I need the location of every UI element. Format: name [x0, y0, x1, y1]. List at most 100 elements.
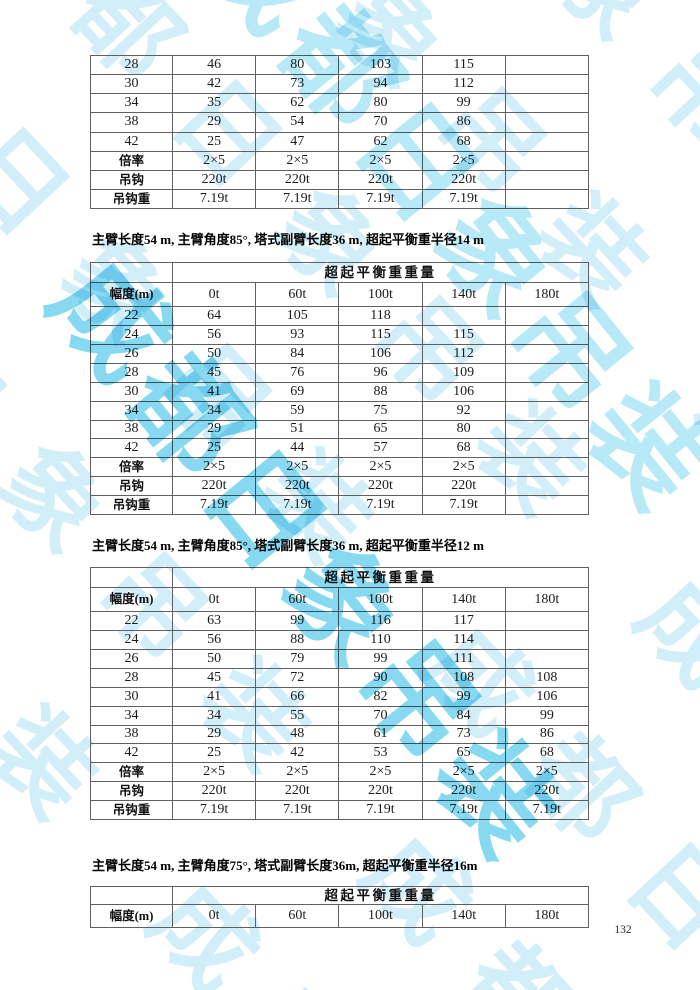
table-cell: 48: [255, 724, 340, 745]
table-cell: 倍率: [90, 762, 173, 783]
table-cell: 114: [421, 630, 506, 650]
column-header-cell: 0t: [171, 904, 257, 928]
table-cell: 110: [338, 630, 423, 650]
table-cell: 28: [90, 362, 173, 383]
table-cell: 220t: [421, 476, 506, 497]
capacity-table-radius16: 超起平衡重重量 幅度(m) 0t 60t 100t 140t 180t: [90, 885, 589, 928]
table-cell: [504, 54, 589, 76]
table-row: 倍率 2×5 2×5 2×5 2×5: [90, 150, 589, 171]
column-header-cell: 幅度(m): [90, 904, 173, 928]
table-cell: 2×5: [338, 150, 423, 171]
table-cell: 7.19t: [421, 495, 506, 515]
table-cell: 45: [171, 667, 257, 688]
table-cell: 55: [255, 705, 340, 726]
table-cell: 7.19t: [171, 495, 257, 515]
table-cell: 7.19t: [338, 495, 423, 515]
table-cell: 80: [338, 93, 423, 114]
table-cell: 38: [90, 112, 173, 133]
table-row: 吊钩 220t 220t 220t 220t: [90, 169, 589, 190]
table-cell: 220t: [504, 781, 589, 802]
table-row: 42 25 42 53 65 68: [90, 743, 589, 764]
table-cell: 35: [171, 93, 257, 114]
table-cell: 吊钩重: [90, 800, 173, 820]
table-cell: [504, 150, 589, 171]
table-row: 34 34 55 70 84 99: [90, 705, 589, 726]
table-row: 42 25 44 57 68: [90, 438, 589, 459]
column-header-cell: 140t: [421, 904, 506, 928]
table-cell: 220t: [171, 476, 257, 497]
table-cell: 28: [90, 54, 173, 76]
table-cell: 29: [171, 724, 257, 745]
table-row: 26 50 79 99 111: [90, 648, 589, 669]
table-row: 吊钩重 7.19t 7.19t 7.19t 7.19t: [90, 495, 589, 515]
table-cell: 30: [90, 381, 173, 402]
table-cell: 62: [338, 131, 423, 152]
table-cell: 24: [90, 630, 173, 650]
table-cell: 22: [90, 306, 173, 327]
table-cell: 88: [338, 381, 423, 402]
table-cell: 34: [90, 705, 173, 726]
table-cell: 2×5: [171, 150, 257, 171]
table-cell: 70: [338, 705, 423, 726]
table-cell: 76: [255, 362, 340, 383]
table-cell: 56: [171, 325, 257, 345]
table-row: 22 64 105 118: [90, 306, 589, 327]
table-cell: 57: [338, 438, 423, 459]
table-cell: 220t: [338, 476, 423, 497]
table-cell: 2×5: [421, 457, 506, 478]
table-cell: 41: [171, 686, 257, 707]
table-cell: [504, 438, 589, 459]
table-cell: 80: [255, 54, 340, 76]
table-row: 24 56 88 110 114: [90, 630, 589, 650]
table-cell: 103: [338, 54, 423, 76]
capacity-table-radius14: 超起平衡重重量 幅度(m) 0t 60t 100t 140t 180t 22 64 105 11…: [90, 262, 589, 515]
table-cell: 42: [90, 131, 173, 152]
table-cell: 99: [255, 611, 340, 632]
table-cell: 56: [171, 630, 257, 650]
table-cell: 99: [421, 686, 506, 707]
table-cell: 7.19t: [338, 188, 423, 210]
table-cell: 25: [171, 131, 257, 152]
table-row: 42 25 47 62 68: [90, 131, 589, 152]
table-cell: 26: [90, 648, 173, 669]
column-header-row: 幅度(m) 0t 60t 100t 140t 180t: [90, 586, 589, 613]
column-header-cell: 100t: [338, 281, 423, 308]
table-cell: [504, 476, 589, 497]
table-cell: [504, 169, 589, 190]
table-row: 38 29 51 65 80: [90, 419, 589, 440]
table-cell: 117: [421, 611, 506, 632]
table-cell: 220t: [338, 169, 423, 190]
table-cell: [504, 74, 589, 95]
table-cell: 99: [421, 93, 506, 114]
table-cell: 2×5: [338, 457, 423, 478]
column-header-cell: 140t: [421, 281, 506, 308]
table-cell: 84: [255, 343, 340, 364]
table-cell: 38: [90, 724, 173, 745]
table-cell: [421, 306, 506, 327]
table-row: 28 45 76 96 109: [90, 362, 589, 383]
table-cell: 吊钩: [90, 169, 173, 190]
table-cell: 倍率: [90, 150, 173, 171]
table-row: 倍率 2×5 2×5 2×5 2×5: [90, 457, 589, 478]
table-cell: 30: [90, 686, 173, 707]
table-cell: 220t: [338, 781, 423, 802]
table-cell: 220t: [171, 781, 257, 802]
span-header-cell: 超起平衡重重量: [172, 885, 589, 906]
column-header-cell: 60t: [255, 281, 340, 308]
table-cell: [504, 381, 589, 402]
table-cell: 倍率: [90, 457, 173, 478]
table-cell: 50: [171, 648, 257, 669]
table-row: 34 34 59 75 92: [90, 400, 589, 421]
table-cell: 7.19t: [338, 800, 423, 820]
column-header-cell: 60t: [255, 586, 340, 613]
capacity-table-radius12: 超起平衡重重量 幅度(m) 0t 60t 100t 140t 180t 22 63 99 116…: [90, 567, 589, 820]
table-cell: 220t: [255, 781, 340, 802]
span-header-cell: 超起平衡重重量: [172, 262, 589, 283]
table-cell: 54: [255, 112, 340, 133]
table-cell: 30: [90, 74, 173, 95]
table-cell: 2×5: [504, 762, 589, 783]
table-cell: 34: [90, 400, 173, 421]
table-cell: 61: [338, 724, 423, 745]
table-cell: 220t: [171, 169, 257, 190]
span-header-row: 超起平衡重重量: [90, 885, 589, 906]
